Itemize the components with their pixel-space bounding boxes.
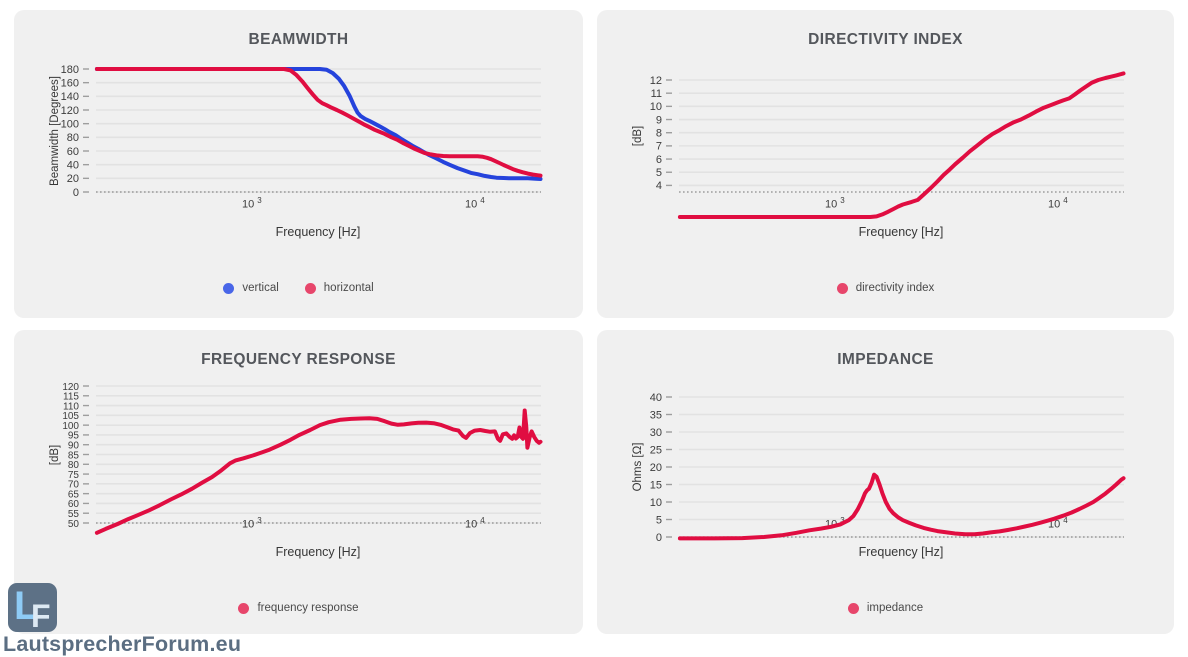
y-tick-label: 65	[68, 489, 80, 500]
y-tick-label: 100	[61, 118, 79, 130]
y-tick-label: 90	[68, 441, 80, 452]
y-tick-label: 11	[651, 88, 662, 100]
y-tick-label: 9	[656, 114, 662, 126]
y-tick-label: 30	[650, 427, 662, 439]
series-horizontal	[94, 67, 543, 178]
y-tick-label: 6	[656, 154, 662, 166]
y-tick-label: 25	[650, 444, 662, 456]
logo-letter-f: F	[31, 598, 51, 634]
x-tick-label: 10 3	[242, 196, 262, 211]
y-tick-label: 115	[63, 392, 79, 403]
legend-marker	[847, 602, 859, 614]
legend-marker	[836, 282, 848, 294]
x-axis-title: Frequency [Hz]	[858, 545, 944, 559]
legend-item-horizontal[interactable]: horizontal	[304, 282, 374, 294]
y-tick-label: 20	[67, 173, 79, 185]
y-tick-label: 12	[650, 75, 662, 87]
chart-title: DIRECTIVITY INDEX	[808, 31, 963, 48]
x-tick-label: 10 4	[465, 196, 485, 211]
y-tick-label: 40	[67, 159, 79, 171]
chart-card-directivity-index: DIRECTIVITY INDEX 4 5 6 7 8 9 10 11 12 10 3 10 4 [dB…	[597, 10, 1174, 318]
y-tick-label: 40	[650, 392, 662, 404]
y-tick-label: 4	[656, 180, 662, 192]
x-tick-label: 10 3	[242, 516, 262, 531]
series-vertical	[94, 67, 543, 181]
y-tick-label: 120	[62, 382, 79, 393]
legend-marker	[223, 282, 235, 294]
series-frequency-response	[94, 408, 543, 535]
y-tick-label: 160	[61, 77, 79, 89]
series-directivity-index	[677, 71, 1126, 219]
legend-item-frequency-response[interactable]: frequency response	[238, 602, 359, 614]
chart-legend: impedance	[597, 602, 1174, 614]
y-axis-title: Ohms [Ω]	[632, 442, 644, 492]
y-tick-label: 5	[656, 514, 662, 526]
y-tick-label: 50	[68, 519, 80, 530]
y-tick-label: 60	[68, 499, 80, 510]
y-tick-label: 15	[650, 479, 662, 491]
legend-item-directivity-index[interactable]: directivity index	[836, 282, 935, 294]
y-tick-label: 10	[650, 497, 662, 509]
y-tick-label: 80	[68, 460, 80, 471]
chart-card-impedance: IMPEDANCE 0 5 10 15 20 25 30 35 40 10 3 10 4 Ohms [Ω…	[597, 330, 1174, 634]
y-tick-label: 55	[68, 509, 80, 520]
chart-legend: directivity index	[597, 282, 1174, 294]
chart-title: BEAMWIDTH	[248, 31, 349, 48]
legend-label: impedance	[866, 602, 924, 614]
y-axis-title: [dB]	[632, 125, 644, 147]
y-tick-label: 80	[67, 132, 79, 144]
y-tick-label: 0	[73, 187, 79, 199]
series-impedance	[677, 472, 1126, 541]
y-tick-label: 110	[63, 401, 79, 412]
y-tick-label: 85	[68, 450, 80, 461]
chart-legend: frequency response	[14, 602, 583, 614]
legend-marker	[238, 602, 250, 614]
legend-item-vertical[interactable]: vertical	[223, 282, 279, 294]
legend-marker	[304, 282, 316, 294]
legend-label: frequency response	[257, 602, 359, 614]
y-tick-label: 0	[656, 532, 662, 544]
site-logo-icon: L F	[8, 583, 57, 634]
chart-card-frequency-response: FREQUENCY RESPONSE 50 55 60 65 70 75 80 85 90 95 1…	[14, 330, 583, 634]
y-tick-label: 180	[61, 64, 79, 76]
y-tick-label: 105	[62, 411, 79, 422]
y-tick-label: 100	[62, 421, 79, 432]
y-tick-label: 75	[68, 470, 80, 481]
y-tick-label: 7	[656, 141, 662, 153]
y-tick-label: 35	[650, 409, 662, 421]
y-axis-title: [dB]	[49, 444, 61, 465]
y-axis-title: Beamwidth [Degrees]	[49, 75, 61, 186]
y-tick-label: 10	[650, 101, 662, 113]
legend-item-impedance[interactable]: impedance	[847, 602, 924, 614]
legend-label: directivity index	[855, 282, 935, 294]
x-tick-label: 10 4	[465, 516, 485, 531]
legend-label: horizontal	[323, 282, 374, 294]
y-tick-label: 120	[61, 105, 79, 117]
y-tick-label: 20	[650, 462, 662, 474]
x-axis-title: Frequency [Hz]	[275, 545, 361, 559]
x-tick-label: 10 3	[825, 196, 845, 211]
x-axis-title: Frequency [Hz]	[275, 225, 361, 239]
chart-title: IMPEDANCE	[837, 351, 934, 368]
logo-letter-l: L	[14, 584, 39, 628]
y-tick-label: 70	[68, 480, 80, 491]
y-tick-label: 60	[67, 146, 79, 158]
chart-card-beamwidth: BEAMWIDTH 0 20 40 60 80 100 120 140 160 180 10 3 10 4…	[14, 10, 583, 318]
y-tick-label: 140	[61, 91, 79, 103]
chart-title: FREQUENCY RESPONSE	[201, 351, 396, 368]
x-tick-label: 10 4	[1048, 196, 1068, 211]
site-name: LautsprecherForum.eu	[3, 632, 242, 656]
y-tick-label: 95	[68, 431, 80, 442]
chart-legend: vertical horizontal	[14, 282, 583, 294]
legend-label: vertical	[242, 282, 279, 294]
x-axis-title: Frequency [Hz]	[858, 225, 944, 239]
y-tick-label: 8	[656, 128, 662, 140]
y-tick-label: 5	[656, 167, 662, 179]
